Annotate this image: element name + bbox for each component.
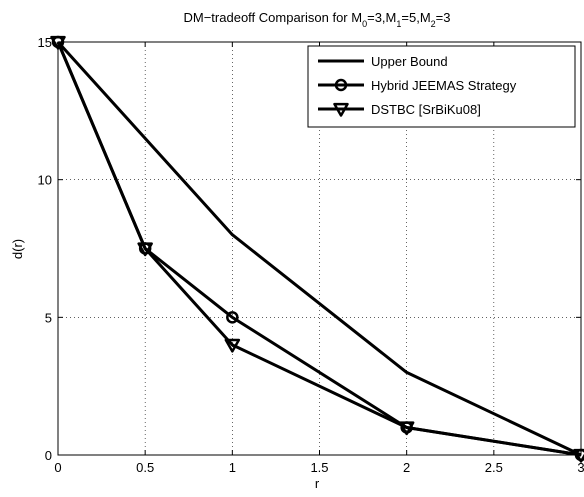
x-tick-label: 2.5 xyxy=(485,460,503,475)
y-tick-label: 15 xyxy=(38,35,52,50)
x-tick-label: 3 xyxy=(577,460,584,475)
legend-label: Hybrid JEEMAS Strategy xyxy=(371,78,517,93)
y-tick-label: 10 xyxy=(38,173,52,188)
x-axis-label: r xyxy=(315,476,320,491)
x-tick-label: 1.5 xyxy=(310,460,328,475)
x-tick-label: 2 xyxy=(403,460,410,475)
legend-label: Upper Bound xyxy=(371,54,448,69)
x-tick-label: 1 xyxy=(229,460,236,475)
chart-title: DM−tradeoff Comparison for M0=3,M1=5,M2=… xyxy=(184,10,451,29)
legend: Upper Bound Hybrid JEEMAS Strategy DSTBC [… xyxy=(308,46,575,127)
y-tick-label: 5 xyxy=(45,310,52,325)
x-tick-label: 0.5 xyxy=(136,460,154,475)
y-axis-label: d(r) xyxy=(10,239,25,259)
legend-label: DSTBC [SrBiKu08] xyxy=(371,102,481,117)
x-tick-label: 0 xyxy=(54,460,61,475)
y-tick-label: 0 xyxy=(45,448,52,463)
